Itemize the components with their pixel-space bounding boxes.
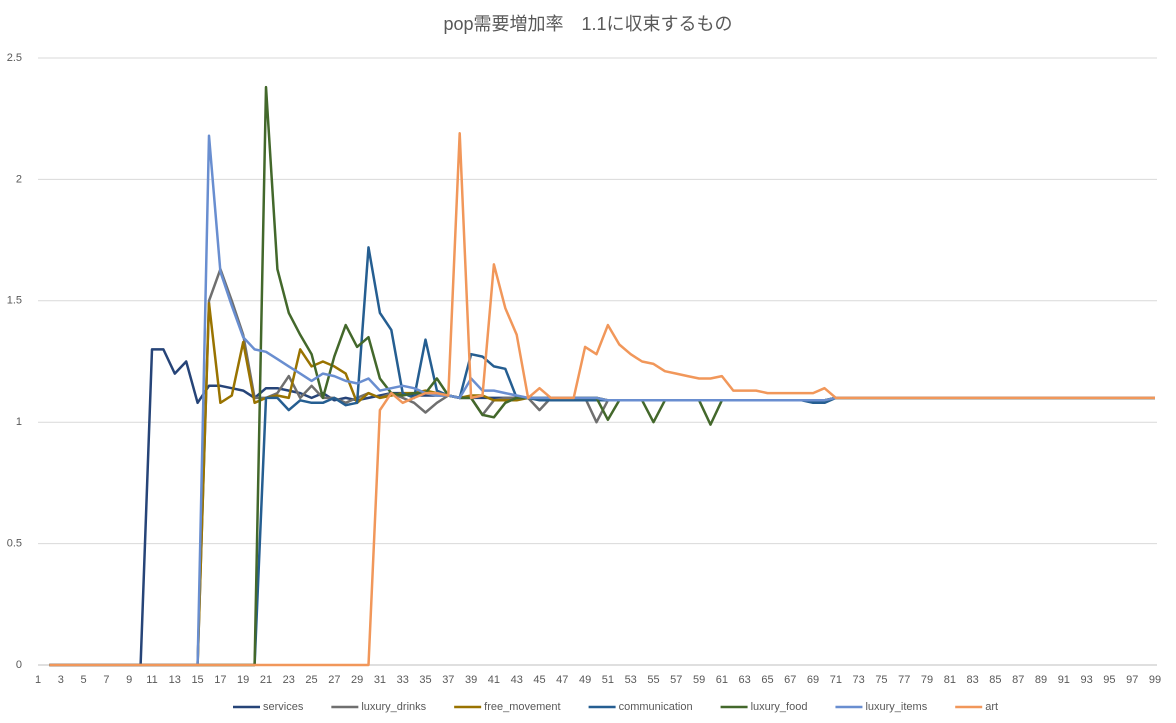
chart-title: pop需要増加率 1.1に収束するもの xyxy=(443,14,732,34)
x-tick-label: 23 xyxy=(283,674,295,686)
y-tick-label: 2 xyxy=(16,173,22,185)
x-tick-label: 89 xyxy=(1035,674,1047,686)
y-tick-label: 0.5 xyxy=(7,538,22,550)
y-tick-label: 1 xyxy=(16,416,22,428)
series-line xyxy=(49,134,1155,667)
x-tick-label: 57 xyxy=(670,674,682,686)
x-tick-label: 61 xyxy=(716,674,728,686)
x-tick-label: 1 xyxy=(35,674,41,686)
x-tick-label: 39 xyxy=(465,674,477,686)
x-tick-label: 3 xyxy=(58,674,64,686)
x-tick-label: 69 xyxy=(807,674,819,686)
x-tick-label: 87 xyxy=(1012,674,1024,686)
x-tick-label: 83 xyxy=(967,674,979,686)
x-tick-label: 73 xyxy=(853,674,865,686)
x-tick-label: 95 xyxy=(1103,674,1115,686)
x-tick-label: 91 xyxy=(1058,674,1070,686)
legend-label: communication xyxy=(619,701,693,713)
x-tick-label: 93 xyxy=(1080,674,1092,686)
legend-label: luxury_drinks xyxy=(361,701,426,713)
series-line xyxy=(49,132,1155,667)
x-tick-label: 77 xyxy=(898,674,910,686)
x-tick-label: 11 xyxy=(146,674,157,686)
x-tick-label: 41 xyxy=(488,674,500,686)
x-tick-label: 51 xyxy=(602,674,614,686)
x-tick-label: 63 xyxy=(739,674,751,686)
y-tick-label: 0 xyxy=(16,659,22,671)
x-tick-label: 97 xyxy=(1126,674,1138,686)
y-tick-label: 1.5 xyxy=(7,295,22,307)
x-tick-label: 43 xyxy=(511,674,523,686)
series-line xyxy=(49,246,1155,667)
legend-label: luxury_items xyxy=(865,701,927,713)
x-tick-label: 79 xyxy=(921,674,933,686)
x-tick-label: 99 xyxy=(1149,674,1161,686)
x-tick-label: 81 xyxy=(944,674,956,686)
x-tick-label: 13 xyxy=(169,674,181,686)
x-tick-label: 15 xyxy=(191,674,203,686)
x-tick-label: 31 xyxy=(374,674,386,686)
x-tick-label: 35 xyxy=(419,674,431,686)
x-tick-label: 85 xyxy=(989,674,1001,686)
x-tick-label: 49 xyxy=(579,674,591,686)
x-tick-label: 21 xyxy=(260,674,272,686)
y-tick-label: 2.5 xyxy=(7,52,22,64)
x-tick-label: 53 xyxy=(625,674,637,686)
x-tick-label: 75 xyxy=(875,674,887,686)
x-tick-label: 37 xyxy=(442,674,454,686)
legend-label: luxury_food xyxy=(751,701,808,713)
x-tick-label: 45 xyxy=(533,674,545,686)
x-tick-label: 27 xyxy=(328,674,340,686)
x-tick-label: 19 xyxy=(237,674,249,686)
x-tick-label: 47 xyxy=(556,674,568,686)
x-tick-label: 7 xyxy=(103,674,109,686)
x-tick-label: 67 xyxy=(784,674,796,686)
legend-label: free_movement xyxy=(484,701,560,713)
x-tick-label: 33 xyxy=(397,674,409,686)
x-tick-label: 65 xyxy=(761,674,773,686)
series-line xyxy=(49,85,1155,667)
x-tick-label: 17 xyxy=(214,674,226,686)
legend-label: services xyxy=(263,701,304,713)
x-tick-label: 9 xyxy=(126,674,132,686)
x-tick-label: 55 xyxy=(647,674,659,686)
x-tick-label: 5 xyxy=(81,674,87,686)
x-tick-label: 29 xyxy=(351,674,363,686)
x-tick-label: 59 xyxy=(693,674,705,686)
series-line xyxy=(49,301,1155,667)
legend-label: art xyxy=(985,701,998,713)
x-tick-label: 71 xyxy=(830,674,842,686)
x-tick-label: 25 xyxy=(305,674,317,686)
series-line xyxy=(49,267,1155,667)
